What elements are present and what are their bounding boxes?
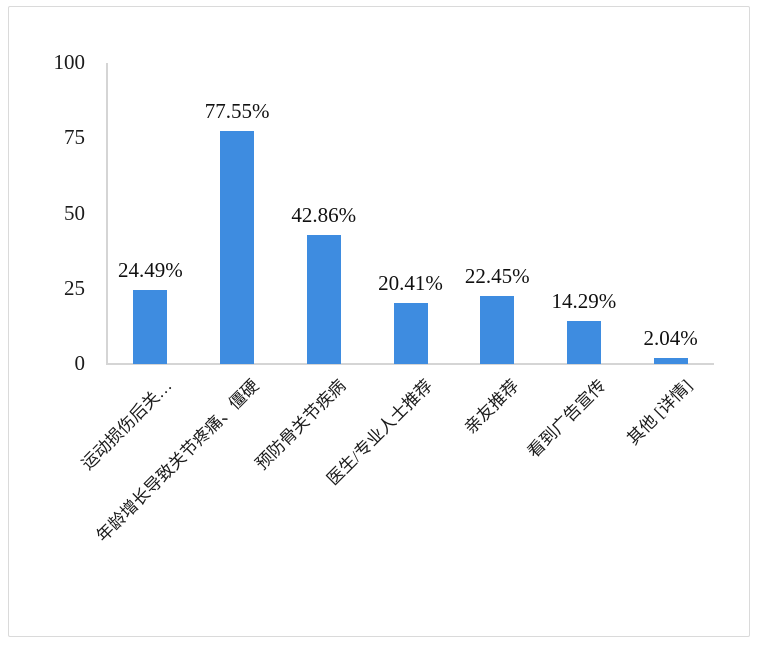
bar (480, 296, 515, 364)
bar-value-label: 22.45% (464, 264, 530, 288)
bar-value-label: 20.41% (378, 271, 443, 295)
bar-value-label: 24.49% (117, 258, 183, 282)
bar-value-label: 77.55% (204, 99, 270, 123)
y-tick-label: 50 (64, 200, 85, 225)
bar-value-label: 14.29% (551, 289, 617, 313)
y-tick-label: 75 (64, 125, 85, 150)
category-label: 预防骨关节疾病 (251, 376, 350, 474)
bar (133, 290, 168, 364)
category-label: 看到广告宣传 (523, 376, 610, 462)
bar (306, 235, 341, 364)
y-tick-label: 25 (64, 275, 85, 300)
y-tick-label: 100 (53, 50, 86, 74)
bar (653, 358, 688, 364)
category-label: 运动损伤后关… (78, 376, 176, 474)
y-tick-label: 0 (74, 351, 86, 375)
category-label: 其他 [详情] (623, 376, 697, 449)
bar (566, 321, 601, 364)
y-axis-line (106, 63, 108, 364)
bar-value-label: 2.04% (643, 326, 698, 350)
category-label: 亲友推荐 (461, 376, 523, 438)
bar-value-label: 42.86% (291, 203, 357, 227)
bar (393, 303, 428, 364)
bar (220, 131, 255, 364)
x-axis-line (106, 363, 714, 365)
chart-panel (8, 6, 750, 637)
category-label: 年龄增长导致关节疼痛、僵硬 (92, 376, 263, 546)
